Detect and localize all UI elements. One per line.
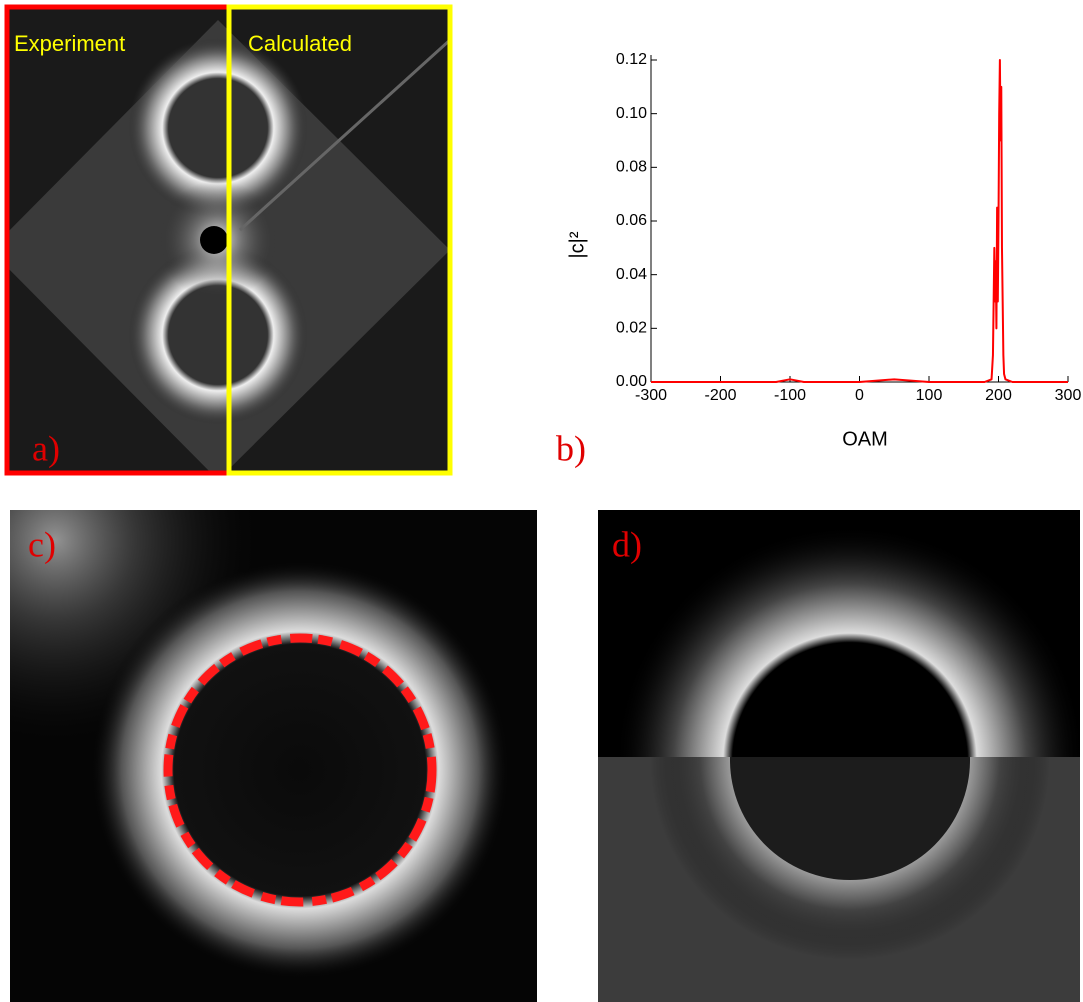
y-tick-label: 0.06 xyxy=(616,212,647,229)
y-tick-label: 0.10 xyxy=(616,105,647,122)
x-tick-label: 200 xyxy=(985,387,1012,404)
chart: 0.000.020.040.060.080.100.12-300-200-100… xyxy=(616,51,1082,404)
figure: Experiment Calculated a) 0.000.020.040.0… xyxy=(0,0,1083,1002)
y-tick-label: 0.04 xyxy=(616,266,647,283)
x-tick-label: -300 xyxy=(635,387,667,404)
x-tick-label: 0 xyxy=(855,387,864,404)
experiment-label: Experiment xyxy=(14,31,125,56)
x-tick-label: 300 xyxy=(1055,387,1082,404)
y-tick-label: 0.12 xyxy=(616,51,647,68)
x-tick-label: 100 xyxy=(916,387,943,404)
panel-label: d) xyxy=(612,524,642,564)
calculated-label: Calculated xyxy=(248,31,352,56)
panel-label: a) xyxy=(32,428,60,468)
y-tick-label: 0.02 xyxy=(616,320,647,337)
panel-a-image xyxy=(0,5,450,480)
spectrum-line xyxy=(651,60,1068,382)
y-axis-label: |c|² xyxy=(566,231,588,258)
x-tick-label: -200 xyxy=(704,387,736,404)
x-tick-label: -100 xyxy=(774,387,806,404)
x-axis-label: OAM xyxy=(842,428,888,450)
panel-label: c) xyxy=(28,524,56,564)
y-tick-label: 0.08 xyxy=(616,159,647,176)
panel-label: b) xyxy=(556,428,586,468)
page: Experiment Calculated a) 0.000.020.040.0… xyxy=(0,0,1083,1002)
